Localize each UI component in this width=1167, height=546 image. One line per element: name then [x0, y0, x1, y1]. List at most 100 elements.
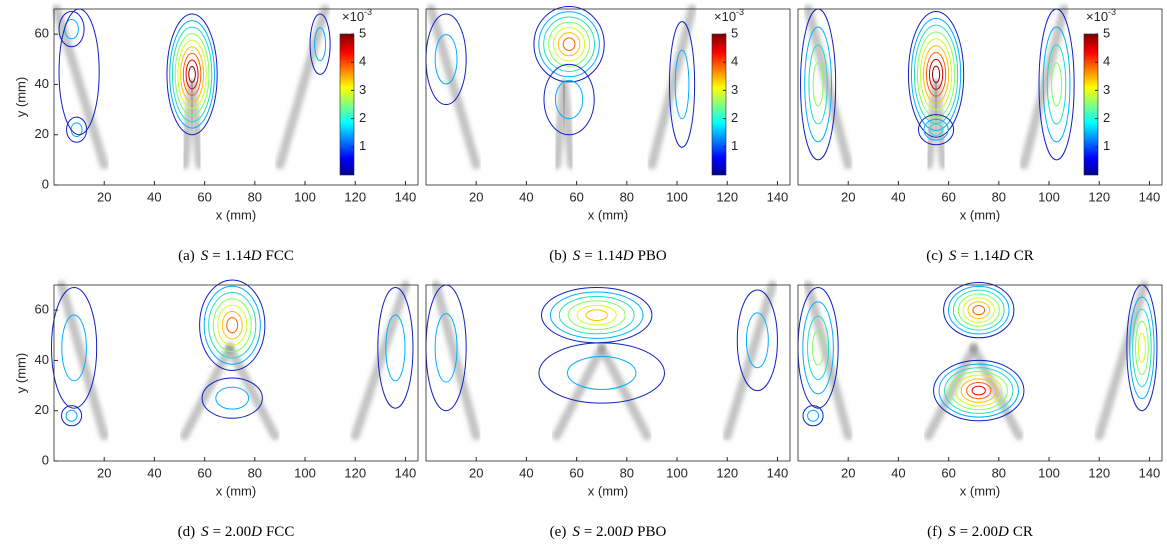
contour-line	[802, 405, 824, 427]
contour-line	[215, 386, 250, 410]
contour-line	[922, 45, 950, 104]
contour-line	[552, 26, 586, 62]
contour-line	[938, 363, 1019, 418]
caption-part: S	[201, 524, 209, 540]
y-axis-label: y (mm)	[13, 77, 28, 117]
contour-line	[955, 374, 1003, 407]
panel: 20 40 60 80 100 120 140 x (mm) (f) S = 2.00D CR	[797, 280, 1163, 540]
contour-line	[943, 281, 1015, 339]
contour-line	[1046, 44, 1067, 125]
contour-line	[1135, 320, 1149, 375]
jet-shading	[647, 4, 697, 170]
contour-line	[221, 310, 243, 340]
contour-line	[947, 285, 1010, 335]
contour-line	[916, 31, 956, 118]
caption-part: CR	[1014, 248, 1034, 264]
x-axis-label: x (mm)	[588, 207, 628, 222]
x-tick-label: 40	[891, 189, 905, 204]
axes-box	[425, 284, 791, 462]
panel: 20 40 60 80 100 120 140 x (mm) 0 20 40 60 y (mm) (d) S…	[13, 279, 419, 540]
contour-line	[169, 20, 215, 129]
jet-shading	[180, 343, 235, 441]
y-tick-label: 20	[35, 126, 49, 141]
x-tick-label: 60	[197, 189, 211, 204]
plot-area	[54, 285, 418, 461]
contour-line	[212, 298, 252, 353]
caption-part: CR	[1013, 524, 1033, 540]
caption: (e) S = 2.00D PBO	[550, 524, 667, 540]
multiplier: ×10	[1086, 9, 1108, 24]
caption: (f) S = 2.00D CR	[927, 524, 1033, 540]
contour-line	[58, 11, 85, 48]
colorbar-multiplier: ×10-3	[342, 7, 372, 24]
colorbar-multiplier: ×10-3	[1086, 7, 1116, 24]
colorbar-tick-label: 5	[359, 25, 366, 40]
contour-line	[557, 32, 581, 57]
x-tick-label: 20	[97, 465, 111, 480]
axes-box	[53, 8, 419, 186]
x-tick-label: 100	[666, 189, 688, 204]
contour-line	[314, 27, 327, 62]
contour-line	[538, 11, 600, 78]
contour-line	[185, 59, 199, 90]
jet-shading	[597, 343, 652, 441]
axes-box	[425, 8, 791, 186]
colorbar-tick-label: 2	[359, 110, 366, 125]
caption-part: (e)	[550, 524, 567, 540]
contour-line	[434, 34, 458, 85]
panel: 20 40 60 80 100 120 140 x (mm) 1 2 3 4 5×10-3 (c) S = 1…	[797, 4, 1163, 264]
x-tick-label: 80	[248, 189, 262, 204]
exponent: -3	[364, 7, 372, 17]
contour-line	[166, 13, 218, 136]
caption-part: D	[250, 524, 262, 540]
caption-part: D	[998, 248, 1010, 264]
colorbar-tick-label: 3	[1103, 82, 1110, 97]
axes-box	[797, 8, 1163, 186]
contour-line	[962, 297, 995, 323]
contour-line	[309, 13, 331, 75]
caption-part: = 2.00	[960, 524, 998, 540]
contour-line	[385, 314, 406, 382]
contour-line	[907, 11, 965, 138]
x-tick-label: 120	[344, 189, 366, 204]
contour-line	[585, 309, 608, 322]
caption-part: D	[997, 524, 1009, 540]
contour-line	[966, 382, 992, 400]
x-tick-label: 100	[294, 189, 316, 204]
contour-line	[736, 289, 778, 392]
caption: (a) S = 1.14D FCC	[178, 248, 294, 264]
x-tick-label: 120	[1088, 189, 1110, 204]
contour-line	[674, 49, 690, 120]
plot-area	[54, 9, 418, 185]
contour-line	[802, 301, 834, 395]
contour-line	[567, 300, 626, 330]
contour-line	[434, 313, 458, 383]
contour-line	[972, 305, 986, 316]
contour-line	[804, 26, 832, 143]
contour-line	[188, 66, 196, 83]
contour-line	[1137, 332, 1146, 363]
caption-part: D	[621, 524, 633, 540]
contour-line	[1042, 26, 1071, 143]
colorbar	[1083, 33, 1099, 176]
x-axis-label: x (mm)	[960, 207, 1000, 222]
jet-shading	[1094, 280, 1149, 441]
contour-line	[174, 33, 210, 116]
contour-line	[566, 356, 637, 390]
x-tick-label: 100	[1038, 465, 1060, 480]
contour-line	[931, 65, 941, 84]
x-tick-label: 140	[767, 465, 789, 480]
jet-shading	[426, 4, 481, 170]
contour-line	[910, 17, 962, 131]
y-tick-label: 60	[35, 302, 49, 317]
caption-part: S	[573, 248, 581, 264]
plot-area	[798, 285, 1162, 461]
x-tick-label: 40	[519, 189, 533, 204]
exponent: -3	[736, 7, 744, 17]
contour-line	[928, 58, 944, 90]
jet-shading	[52, 4, 109, 170]
contour-line	[548, 21, 591, 67]
jet-shading	[225, 343, 280, 441]
x-tick-label: 20	[841, 465, 855, 480]
jet-shading	[350, 280, 410, 441]
